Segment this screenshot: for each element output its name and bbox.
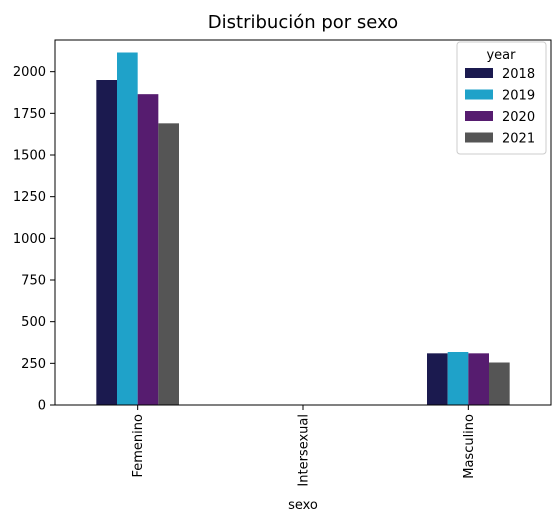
x-axis: Femenino Intersexual Masculino xyxy=(131,405,477,487)
y-tick-label: 750 xyxy=(21,274,46,289)
y-tick-label: 250 xyxy=(21,357,46,372)
bar-femenino-2019 xyxy=(117,52,138,405)
plot-frame xyxy=(54,39,552,406)
legend-entries: 2018 2019 2020 2021 xyxy=(465,67,535,147)
bar-femenino-2020 xyxy=(137,94,159,406)
legend-swatch-2020 xyxy=(465,111,493,121)
bar-femenino-2021 xyxy=(158,123,179,405)
legend: year 2018 2019 2020 2021 xyxy=(456,41,547,155)
y-tick-label: 1500 xyxy=(13,149,46,164)
x-axis-label: sexo xyxy=(288,498,318,513)
legend-swatch-2021 xyxy=(465,132,493,143)
legend-title: year xyxy=(486,48,516,63)
bar-masculino-2021 xyxy=(489,362,510,405)
x-tick-label-intersexual: Intersexual xyxy=(297,414,312,487)
legend-label-2020: 2020 xyxy=(502,110,535,125)
y-tick-label: 2000 xyxy=(13,65,46,80)
y-tick-label: 1250 xyxy=(13,190,46,205)
legend-label-2019: 2019 xyxy=(502,89,535,104)
y-tick-label: 1000 xyxy=(13,232,46,247)
legend-label-2021: 2021 xyxy=(502,132,535,147)
bar-masculino-2018 xyxy=(427,353,448,405)
legend-label-2018: 2018 xyxy=(502,67,535,82)
bar-femenino-2018 xyxy=(96,80,117,405)
bar-masculino-2019 xyxy=(447,352,469,405)
y-tick-label: 0 xyxy=(38,399,46,414)
bar-masculino-2020 xyxy=(468,353,489,405)
y-tick-label: 1750 xyxy=(13,107,46,122)
legend-swatch-2018 xyxy=(465,68,493,78)
bars-layer xyxy=(96,52,510,406)
legend-swatch-2019 xyxy=(465,89,493,100)
chart-title: Distribución por sexo xyxy=(208,12,398,33)
y-tick-label: 500 xyxy=(21,315,46,330)
x-tick-label-masculino: Masculino xyxy=(462,414,477,479)
y-axis: 0 250 500 750 1000 1250 1500 1750 2000 xyxy=(13,65,55,414)
x-tick-label-femenino: Femenino xyxy=(131,414,146,478)
